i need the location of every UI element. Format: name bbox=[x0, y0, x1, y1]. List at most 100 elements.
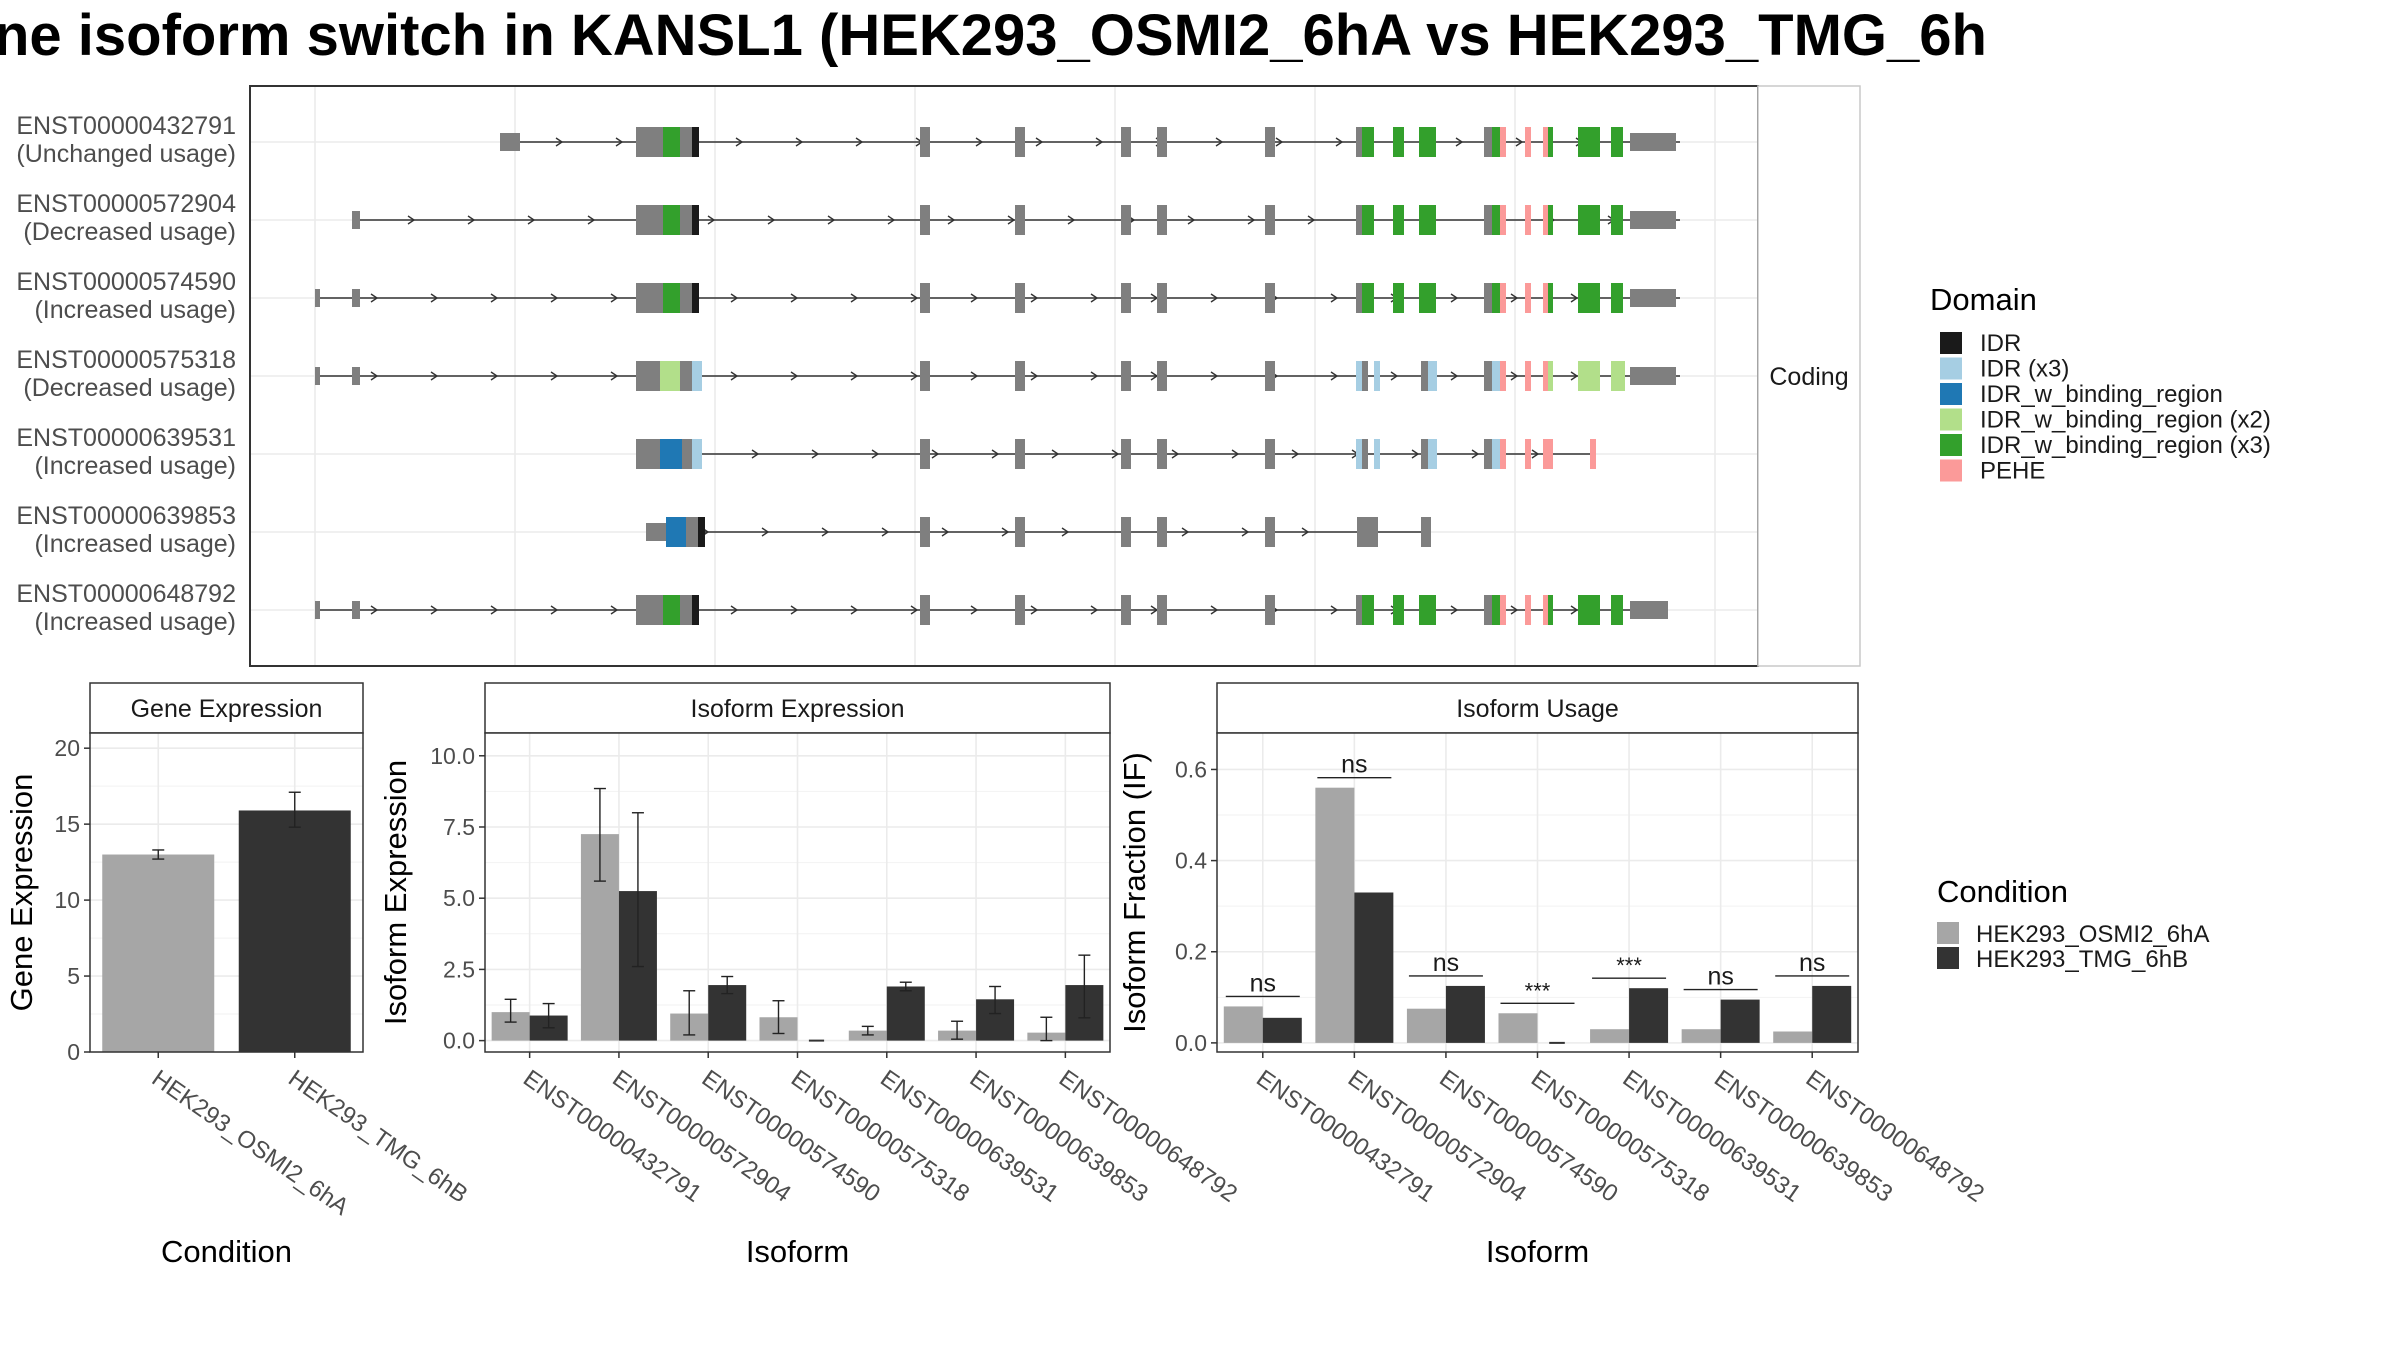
exon-block bbox=[1265, 595, 1275, 625]
bar bbox=[886, 986, 925, 1041]
strand-arrow bbox=[795, 137, 804, 147]
exon-block bbox=[1492, 283, 1500, 313]
strand-arrow bbox=[871, 449, 880, 459]
strand-arrow bbox=[1030, 293, 1039, 303]
exon-block bbox=[1015, 127, 1025, 157]
exon-block bbox=[1015, 283, 1025, 313]
bar bbox=[238, 810, 351, 1052]
strand-arrow bbox=[550, 371, 559, 381]
exon-block bbox=[920, 205, 930, 235]
strand-arrow bbox=[931, 449, 940, 459]
exon-block bbox=[1484, 283, 1492, 313]
exon-block bbox=[660, 439, 682, 469]
bar bbox=[1223, 1006, 1263, 1043]
exon-block bbox=[1548, 205, 1553, 235]
strand-arrow bbox=[1215, 137, 1224, 147]
strand-arrow bbox=[1291, 449, 1300, 459]
strand-arrow bbox=[1247, 215, 1256, 225]
bar bbox=[1262, 1017, 1302, 1043]
condition-legend-label: HEK293_OSMI2_6hA bbox=[1976, 921, 2209, 948]
exon-block bbox=[1374, 361, 1380, 391]
transcript-row bbox=[500, 127, 1680, 157]
exon-block bbox=[352, 289, 360, 307]
gene-expression-chart: Gene Expression05101520HEK293_OSMI2_6hAH… bbox=[4, 682, 473, 1269]
domain-legend-label: IDR_w_binding_region bbox=[1980, 381, 2223, 408]
exon-block bbox=[1121, 439, 1131, 469]
strand-arrow bbox=[407, 215, 416, 225]
transcript-id: ENST00000639853 bbox=[16, 502, 236, 530]
bar bbox=[1773, 1031, 1813, 1043]
exon-block bbox=[1548, 595, 1553, 625]
strand-arrow bbox=[1515, 137, 1524, 147]
transcript-row bbox=[315, 595, 1668, 625]
exon-block bbox=[1525, 595, 1531, 625]
strand-arrow bbox=[735, 137, 744, 147]
legend-swatch bbox=[1940, 383, 1962, 405]
exon-block bbox=[1500, 283, 1506, 313]
exon-block bbox=[663, 283, 680, 313]
strand-arrow bbox=[941, 527, 950, 537]
transcript-usage-note: (Increased usage) bbox=[34, 452, 236, 480]
strand-arrow bbox=[887, 215, 896, 225]
strand-arrow bbox=[1210, 371, 1219, 381]
exon-block bbox=[1121, 205, 1131, 235]
exon-block bbox=[1492, 361, 1500, 391]
y-tick-label: 5 bbox=[67, 963, 80, 989]
strand-arrow bbox=[1301, 527, 1310, 537]
strand-arrow bbox=[790, 293, 799, 303]
exon-block bbox=[1543, 205, 1548, 235]
exon-block bbox=[1578, 361, 1600, 391]
strand-arrow bbox=[370, 371, 379, 381]
exon-block bbox=[1630, 367, 1676, 385]
exon-block bbox=[1500, 361, 1506, 391]
exon-block bbox=[1157, 127, 1167, 157]
strand-arrow bbox=[970, 371, 979, 381]
strand-arrow bbox=[1510, 293, 1519, 303]
exon-block bbox=[1578, 205, 1600, 235]
y-tick-label: 0 bbox=[67, 1039, 80, 1065]
exon-block bbox=[1357, 517, 1378, 547]
exon-block bbox=[1548, 361, 1553, 391]
exon-block bbox=[1630, 133, 1676, 151]
strand-arrow bbox=[550, 293, 559, 303]
y-tick-label: 5.0 bbox=[443, 885, 475, 911]
strand-arrow bbox=[1061, 527, 1070, 537]
bar bbox=[1812, 985, 1852, 1043]
panel-border bbox=[1216, 732, 1859, 1053]
transcript-usage-note: (Decreased usage) bbox=[23, 374, 236, 402]
strand-arrow bbox=[1030, 605, 1039, 615]
transcript-id: ENST00000648792 bbox=[16, 580, 236, 608]
strand-arrow bbox=[790, 371, 799, 381]
exon-block bbox=[1362, 361, 1368, 391]
exon-block bbox=[648, 439, 660, 469]
exon-block bbox=[1393, 205, 1404, 235]
strand-arrow bbox=[555, 137, 564, 147]
exon-block bbox=[1500, 595, 1506, 625]
exon-block bbox=[1590, 439, 1596, 469]
y-tick-label: 15 bbox=[54, 811, 80, 837]
strand-arrow bbox=[1275, 137, 1284, 147]
transcript-row bbox=[315, 283, 1680, 313]
transcript-usage-note: (Decreased usage) bbox=[23, 218, 236, 246]
transcript-id: ENST00000432791 bbox=[16, 112, 236, 140]
exon-block bbox=[648, 595, 663, 625]
exon-block bbox=[686, 517, 698, 547]
condition-legend-label: HEK293_TMG_6hB bbox=[1976, 946, 2188, 973]
strand-arrow bbox=[790, 605, 799, 615]
exon-block bbox=[1419, 595, 1436, 625]
exon-block bbox=[1578, 595, 1600, 625]
strand-arrow bbox=[1095, 137, 1104, 147]
strand-arrow bbox=[1330, 371, 1339, 381]
exon-block bbox=[1015, 361, 1025, 391]
exon-block bbox=[1356, 439, 1362, 469]
exon-block bbox=[1121, 283, 1131, 313]
exon-block bbox=[1492, 595, 1500, 625]
panel-border bbox=[484, 732, 1111, 1053]
legend-swatch bbox=[1940, 357, 1962, 380]
exon-block bbox=[1525, 283, 1531, 313]
strand-arrow bbox=[1510, 371, 1519, 381]
exon-block bbox=[1548, 283, 1553, 313]
significance-label: *** bbox=[1525, 978, 1551, 1003]
exon-block bbox=[1630, 601, 1668, 619]
exon-block bbox=[1543, 439, 1548, 469]
